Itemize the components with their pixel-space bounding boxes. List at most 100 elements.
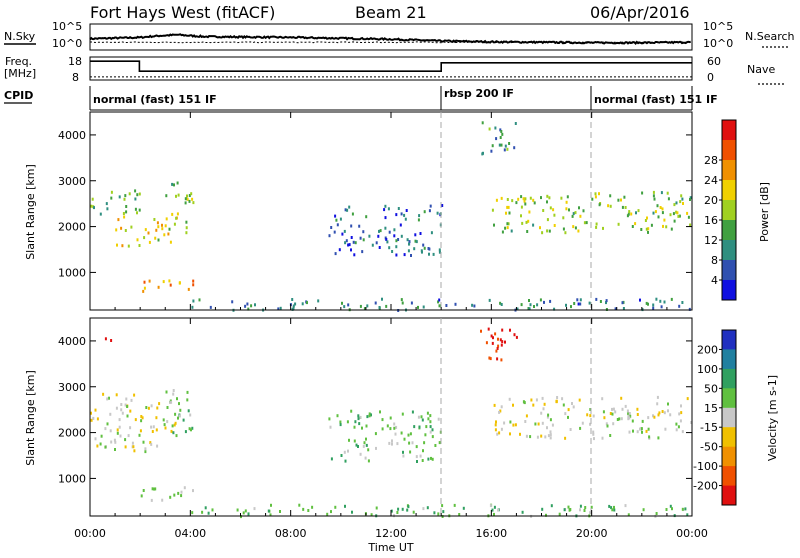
power-cell [428,252,430,256]
velocity-cell [129,426,132,430]
velocity-cell [381,418,384,422]
velocity-cell [567,408,570,412]
velocity-cell [386,424,389,428]
velocity-cbar-label: Velocity [m s-1] [766,375,779,461]
velocity-cell [417,415,420,419]
velocity-cell [422,507,425,511]
power-cell [491,144,494,148]
power-cell [522,197,525,201]
power-cell [351,212,354,216]
velocity-cell [434,444,437,447]
velocity-cell [172,431,175,435]
power-cell [134,189,137,193]
velocity-cell [162,418,165,422]
velocity-cell [579,508,581,512]
power-cell [417,305,419,309]
velocity-cell [667,402,669,406]
power-cell [423,246,426,250]
power-cell [93,206,95,210]
velocity-cell [652,414,654,418]
power-cell [333,230,336,234]
velocity-cell [126,414,129,418]
power-cell [374,301,377,305]
power-cell [291,298,294,301]
velocity-cell [422,449,424,453]
velocity-cbar-swatch [722,407,736,428]
velocity-cell [94,437,97,441]
velocity-cell [153,487,156,491]
power-cell [640,228,643,231]
velocity-cell [642,508,645,512]
power-cell [499,136,502,139]
power-cell [124,229,127,232]
velocity-cell [495,349,498,353]
power-cell [507,222,510,226]
velocity-cell [429,430,432,434]
power-cell [525,220,528,224]
velocity-cell [549,430,552,434]
power-cell [188,194,191,197]
power-cell [339,217,342,221]
power-cell [621,301,624,305]
power-cell [185,220,188,224]
velocity-cells [90,327,693,519]
power-cell [388,230,391,234]
velocity-cell [186,390,189,394]
velocity-cell [564,412,567,416]
velocity-cell [540,434,543,438]
power-cell [676,211,679,215]
velocity-yticks: 1000 2000 3000 4000 [58,335,692,485]
power-cell [350,224,353,228]
velocity-cell [149,441,152,445]
power-cell [384,216,387,220]
velocity-cell [413,425,416,429]
power-cell [488,127,491,131]
power-cell [641,191,644,195]
power-cell [122,212,125,215]
power-cell [634,222,637,226]
velocity-cell [555,400,558,404]
x-axis-ticks: 00:00 04:00 08:00 12:00 16:00 20:00 00:00 [74,112,708,540]
power-ylabel: Slant Range [km] [24,164,37,260]
power-cell [406,238,409,242]
power-cell [157,285,160,289]
power-cell [165,217,168,221]
power-cell [368,234,371,238]
velocity-cell [639,427,641,431]
velocity-cell [645,429,648,433]
velocity-cell [240,515,242,519]
power-cell [501,132,504,136]
power-cell [645,227,648,231]
velocity-cell [389,427,392,431]
power-cell [445,304,448,307]
velocity-cell [494,423,497,427]
velocity-cell [353,439,356,443]
velocity-cell [686,397,689,401]
power-cbar-tick-label: 20 [704,194,718,207]
velocity-cell [442,510,445,514]
power-cell [136,193,139,197]
velocity-cell [563,508,566,512]
power-cell [399,223,402,227]
velocity-cell [663,411,666,415]
velocity-cell [427,457,430,461]
power-cell [620,198,622,202]
power-cell [506,205,509,209]
velocity-cell [242,511,245,515]
power-cbar-tick-label: 24 [704,174,718,187]
power-cell [148,240,151,244]
power-cell [192,201,195,205]
power-cell [408,240,411,244]
velocity-cell [612,422,615,426]
velocity-cell [178,414,181,418]
power-cell [413,247,416,251]
power-cell [508,142,511,145]
power-cell [125,210,128,214]
velocity-cell [170,429,173,433]
velocity-cell [133,449,136,453]
power-cell [415,240,418,244]
power-cell [607,204,610,208]
power-cell [277,307,280,311]
power-cell [388,246,391,250]
power-ytick-label: 3000 [58,175,86,188]
